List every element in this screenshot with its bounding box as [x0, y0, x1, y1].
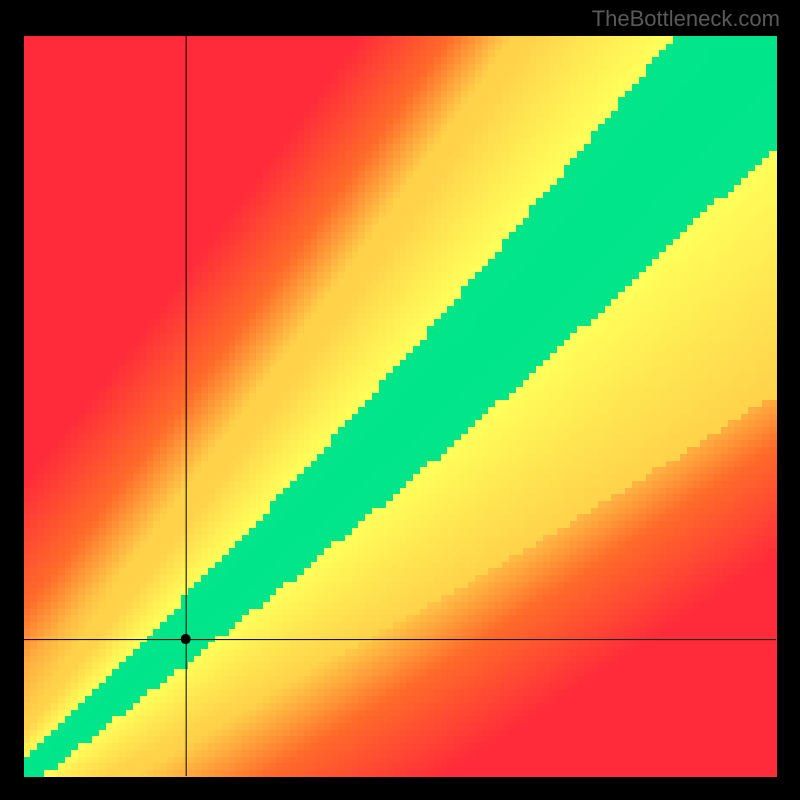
- watermark-text: TheBottleneck.com: [592, 6, 780, 32]
- bottleneck-heatmap: [0, 0, 800, 800]
- chart-container: TheBottleneck.com: [0, 0, 800, 800]
